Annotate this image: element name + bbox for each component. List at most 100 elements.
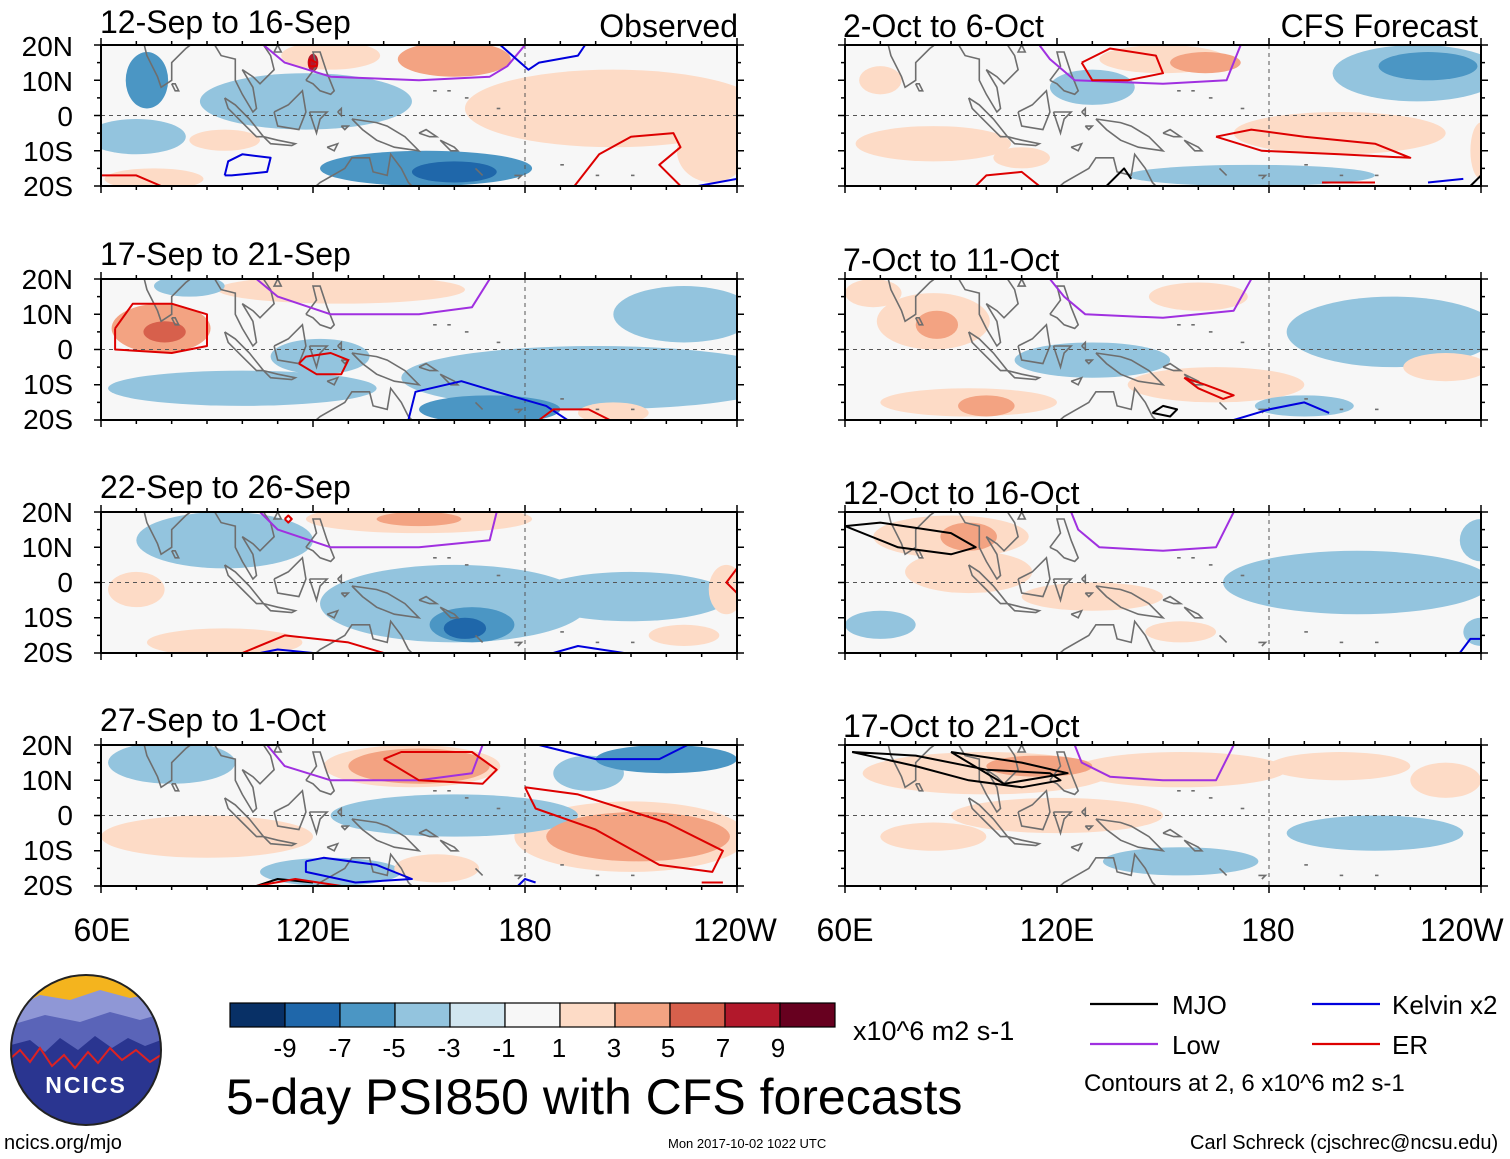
psi-anomaly — [1269, 752, 1411, 781]
coastline — [170, 317, 180, 326]
psi-anomaly — [1170, 52, 1241, 74]
psi-anomaly — [845, 279, 902, 308]
coastline — [337, 340, 343, 352]
coastline — [1052, 111, 1074, 136]
coastline — [1006, 602, 1042, 614]
er-contour — [573, 132, 682, 186]
coastline — [1058, 852, 1158, 886]
coastline — [1016, 279, 1027, 287]
coastline — [887, 512, 1019, 581]
coastline — [1162, 828, 1184, 838]
coastline — [1017, 789, 1051, 831]
panel-8-title: 17-Oct to 21-Oct — [843, 708, 1080, 744]
lon-label: 120E — [275, 912, 351, 948]
coastline — [1084, 125, 1095, 131]
panel-5-title: 2-Oct to 6-Oct — [843, 8, 1044, 44]
coastline — [1095, 585, 1166, 619]
coastline — [514, 408, 524, 414]
coastline — [1258, 641, 1268, 647]
colorbar-swatch — [284, 1002, 341, 1028]
coastline — [340, 592, 351, 598]
coastline — [1162, 362, 1184, 372]
psi-anomaly — [1459, 519, 1481, 562]
coastline — [1258, 874, 1268, 880]
psi-anomaly — [411, 161, 497, 183]
coastline — [272, 279, 283, 287]
coastline — [272, 45, 283, 53]
coastline — [223, 331, 266, 372]
coastline — [1162, 128, 1184, 138]
lon-label: 180 — [498, 912, 552, 948]
legend-label-mjo: MJO — [1172, 990, 1227, 1020]
lat-label: 20S — [23, 870, 73, 901]
colorbar-swatch — [504, 1002, 561, 1028]
coastline — [326, 842, 340, 852]
coastline — [967, 331, 1010, 372]
psi-anomaly — [101, 119, 186, 155]
coastline — [1218, 867, 1228, 876]
coastline — [1057, 27, 1064, 38]
coastline — [337, 573, 343, 585]
coastline — [305, 751, 336, 796]
panel-1-title: 12-Sep to 16-Sep — [100, 4, 351, 40]
psi-anomaly — [199, 73, 412, 130]
psi-anomaly — [146, 628, 303, 653]
kelvin-contour — [553, 645, 625, 653]
coastline — [143, 279, 275, 348]
colorbar-swatch — [614, 1002, 671, 1028]
panel-4-title: 27-Sep to 1-Oct — [100, 702, 326, 738]
psi-anomaly — [143, 321, 186, 343]
lat-label: 20S — [23, 171, 73, 202]
coastline — [914, 83, 924, 92]
kelvin-contour — [538, 745, 688, 761]
lat-label: 10S — [23, 602, 73, 633]
kelvin-contour — [1427, 177, 1464, 184]
er-contour — [524, 786, 724, 873]
main-title: 5-day PSI850 with CFS forecasts — [226, 1069, 963, 1125]
footer-timestamp: Mon 2017-10-02 1022 UTC — [668, 1136, 827, 1151]
lat-label: 0 — [57, 567, 73, 598]
er-contour — [241, 634, 384, 653]
low-contour — [1073, 745, 1235, 782]
coastline — [1049, 51, 1080, 96]
psi-anomaly — [320, 564, 589, 643]
legend-note: Contours at 2, 6 x10^6 m2 s-1 — [1084, 1070, 1405, 1097]
lat-label: 10N — [21, 299, 73, 330]
logo-ring — [10, 974, 162, 1126]
psi-anomaly — [464, 69, 737, 148]
coastline — [1095, 352, 1166, 386]
kelvin-contour — [223, 153, 272, 177]
kelvin-contour — [517, 878, 536, 886]
coastline — [1052, 811, 1074, 836]
colorbar-label: 7 — [715, 1033, 731, 1063]
coastline — [418, 128, 440, 138]
lon-label: 120E — [1019, 912, 1095, 948]
er-contour — [114, 302, 208, 354]
coastline — [1084, 825, 1095, 831]
panel-ticks — [94, 272, 744, 427]
psi-anomaly — [905, 550, 1033, 594]
psi-anomaly — [397, 45, 511, 77]
coastline — [273, 89, 307, 131]
coastline — [273, 323, 307, 365]
coastline — [474, 167, 484, 176]
lon-label: 180 — [1241, 912, 1295, 948]
coastline — [1183, 606, 1204, 619]
coastline — [308, 111, 330, 136]
psi-anomaly — [958, 395, 1015, 417]
colorbar — [229, 1002, 836, 1028]
lon-label: 120W — [1420, 912, 1504, 948]
coastline — [272, 745, 283, 753]
mjo-contour — [950, 751, 1069, 785]
coastline — [1084, 359, 1095, 365]
coastline — [340, 125, 351, 131]
coastline — [314, 152, 414, 186]
low-contour — [266, 745, 484, 782]
low-contour — [262, 45, 526, 82]
coastline — [170, 83, 180, 92]
coastline — [262, 135, 298, 147]
coastline — [1218, 167, 1228, 176]
mjo-contour — [1105, 167, 1133, 186]
psi-anomaly — [125, 52, 169, 109]
er-contour — [1183, 376, 1235, 400]
